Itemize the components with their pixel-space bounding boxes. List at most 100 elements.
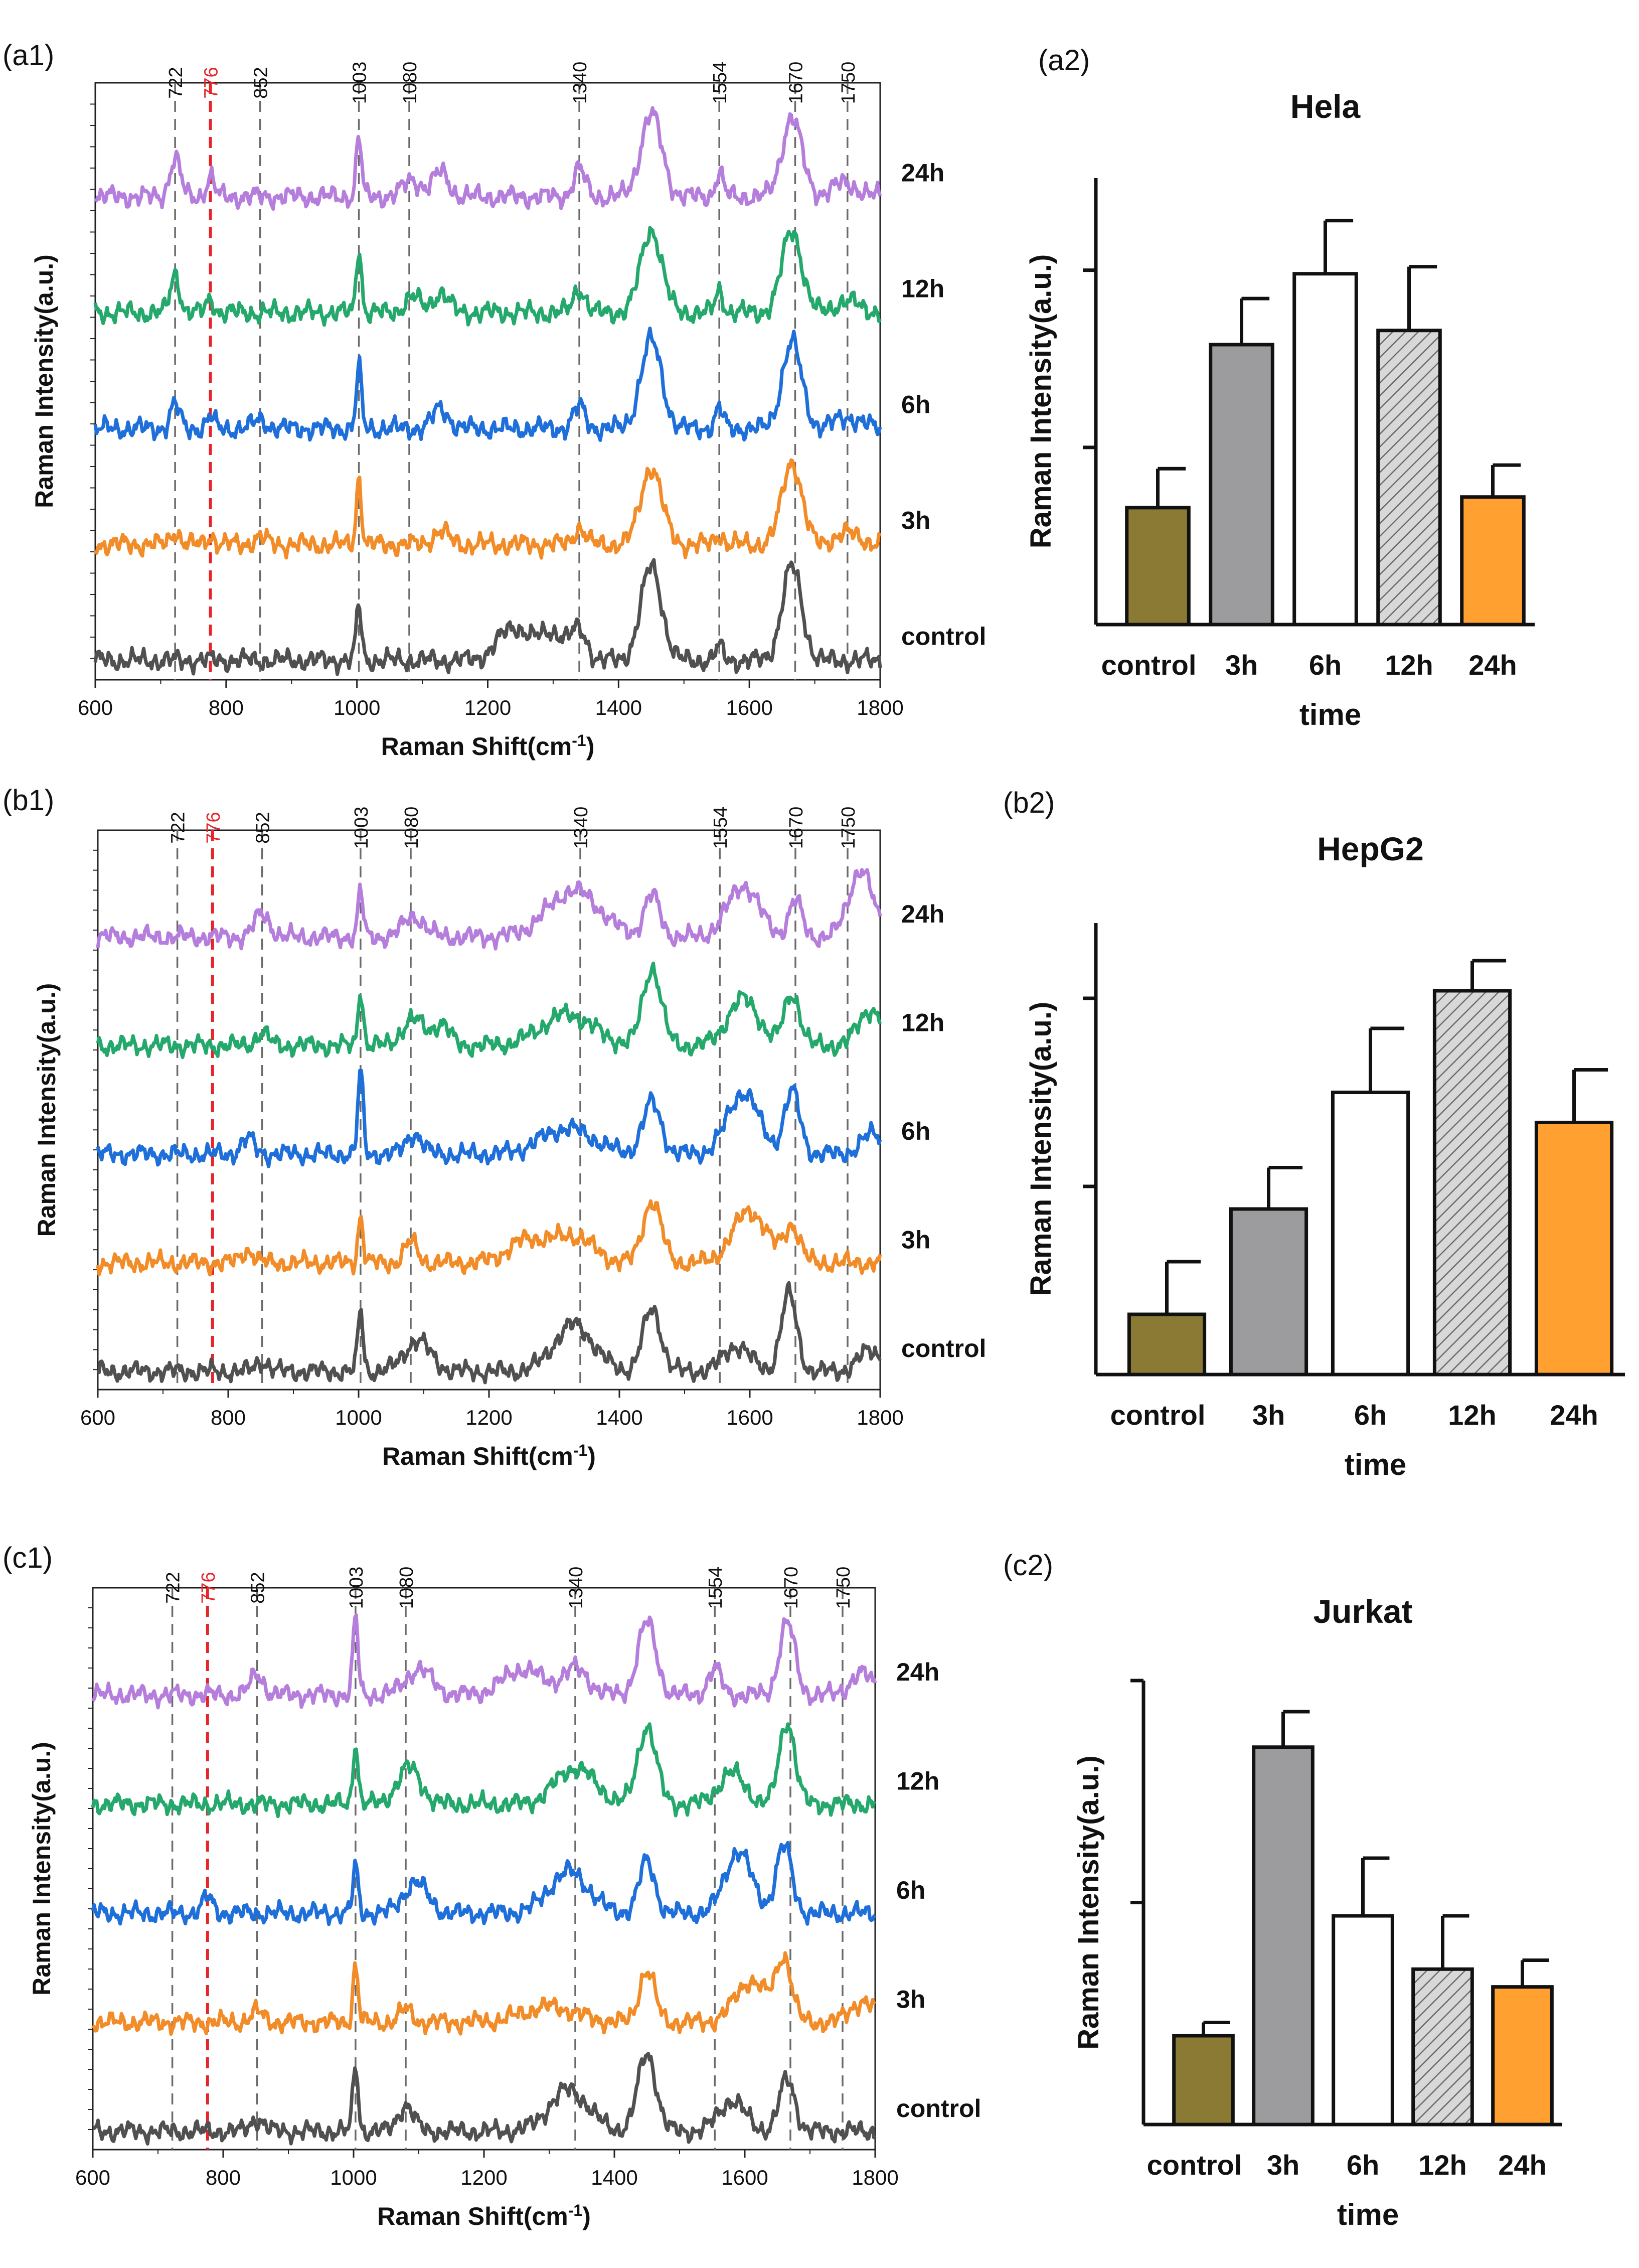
- x-tick-label: 1400: [591, 2166, 637, 2189]
- x-tick-label: 1800: [857, 1406, 903, 1429]
- category-label-6h: 6h: [1354, 1399, 1387, 1431]
- category-label-6h: 6h: [1309, 649, 1342, 681]
- spectrum-24h: [91, 1613, 877, 1710]
- x-tick-label: 1200: [464, 696, 511, 719]
- marker-label-1554: 1554: [710, 807, 731, 849]
- x-tick-label: 1600: [726, 696, 772, 719]
- x-tick-label: 1800: [852, 2166, 898, 2189]
- bar-panel-c2: (c2) Jurkat Raman Intensity(a.u.) control 3h…: [1003, 1549, 1562, 2231]
- x-axis-label-main: Raman Shift(cm: [377, 2202, 568, 2230]
- bar-12h: [1411, 1967, 1474, 2127]
- x-axis-label-sup: -1: [572, 731, 586, 749]
- marker-label-1670: 1670: [785, 62, 806, 104]
- y-axis-label: Raman Intensity(a.u.): [1025, 1002, 1057, 1296]
- x-tick-label: 600: [75, 2166, 110, 2189]
- spectrum-12h: [96, 961, 882, 1060]
- marker-label-1003: 1003: [350, 62, 371, 104]
- marker-label-722: 722: [163, 1572, 184, 1603]
- x-axis-label-tail: ): [582, 2202, 591, 2230]
- category-label-12h: 12h: [1448, 1399, 1497, 1431]
- x-tick-label: 1600: [721, 2166, 768, 2189]
- marker-label-1003: 1003: [346, 1567, 367, 1609]
- x-axis-label: Raman Shift(cm-1): [377, 2201, 591, 2230]
- series-label-12h: 12h: [901, 1009, 944, 1037]
- x-tick-label: 1400: [596, 1406, 642, 1429]
- x-axis-label: Raman Shift(cm-1): [382, 1441, 596, 1470]
- bar-panel-b2: (b2) HepG2 Raman Intensity(a.u.) control 3h 6…: [1003, 787, 1625, 1481]
- marker-label-1340: 1340: [566, 1567, 587, 1609]
- x-tick-label: 1200: [460, 2166, 507, 2189]
- category-label-3h: 3h: [1225, 649, 1258, 681]
- x-tick-label: 1400: [595, 696, 642, 719]
- spectrum-3h: [93, 458, 882, 560]
- category-label-control: control: [1110, 1399, 1206, 1431]
- spectrum-6h: [96, 1069, 882, 1168]
- marker-label-776: 776: [198, 1572, 219, 1603]
- spectrum-control: [93, 558, 882, 676]
- category-label-24h: 24h: [1550, 1399, 1598, 1431]
- category-label-24h: 24h: [1468, 649, 1517, 681]
- x-tick-label: 600: [80, 1406, 115, 1429]
- marker-label-776: 776: [201, 67, 222, 98]
- chart-title-c2: Jurkat: [1313, 1593, 1412, 1630]
- series-label-6h: 6h: [896, 1876, 925, 1904]
- bar-24h: [1491, 1985, 1554, 2127]
- panel-label-b1: (b1): [3, 784, 54, 817]
- x-axis-label-tail: ): [586, 732, 595, 761]
- marker-label-852: 852: [251, 67, 272, 98]
- series-label-24h: 24h: [901, 900, 944, 928]
- y-axis-label: Raman Intensity(a.u.): [33, 983, 61, 1237]
- panel-label-c2: (c2): [1003, 1549, 1053, 1582]
- spectra-panel-a1: (a1) 600 800 1000 1200 1400 1600 1800 Raman Shif…: [3, 39, 986, 761]
- category-label-12h: 12h: [1385, 649, 1433, 681]
- spectrum-3h: [91, 1951, 876, 2036]
- x-tick-label: 1000: [335, 1406, 382, 1429]
- x-axis-label-sup: -1: [573, 1441, 587, 1459]
- marker-label-1554: 1554: [710, 62, 731, 104]
- marker-label-722: 722: [166, 67, 187, 98]
- panel-label-a1: (a1): [3, 39, 54, 72]
- x-tick-label: 1800: [857, 696, 903, 719]
- panel-label-c1: (c1): [3, 1542, 53, 1574]
- x-axis-label-main: Raman Shift(cm: [382, 1442, 573, 1470]
- series-label-24h: 24h: [901, 159, 944, 187]
- series-label-12h: 12h: [896, 1767, 939, 1795]
- bar-3h: [1229, 1207, 1308, 1377]
- bar-12h: [1376, 329, 1442, 627]
- spectrum-control: [96, 1281, 882, 1385]
- panel-label-b2: (b2): [1003, 787, 1055, 819]
- spectrum-24h: [96, 868, 882, 951]
- marker-label-1750: 1750: [838, 807, 859, 849]
- bar-control: [1172, 2034, 1235, 2127]
- marker-label-1340: 1340: [570, 62, 591, 104]
- bar-panel-a2: (a2) Hela Raman Intensity(a.u.) control 3h 6h…: [1025, 44, 1535, 731]
- category-label-3h: 3h: [1267, 2149, 1299, 2181]
- series-label-24h: 24h: [896, 1658, 939, 1686]
- series-label-control: control: [901, 1334, 986, 1363]
- marker-label-1750: 1750: [838, 62, 859, 104]
- x-axis-label: Raman Shift(cm-1): [381, 731, 595, 761]
- bar-control: [1127, 1312, 1207, 1377]
- category-label-6h: 6h: [1347, 2149, 1379, 2181]
- series-label-6h: 6h: [901, 391, 930, 419]
- spectrum-6h: [93, 326, 882, 442]
- bar-3h: [1209, 343, 1274, 627]
- series-label-3h: 3h: [901, 507, 930, 535]
- x-tick-label: 800: [209, 696, 244, 719]
- y-axis-label: Raman Intensity(a.u.): [30, 254, 58, 508]
- category-label-3h: 3h: [1252, 1399, 1285, 1431]
- bar-24h: [1534, 1121, 1614, 1377]
- series-label-3h: 3h: [901, 1226, 930, 1254]
- y-axis-label: Raman Intensity(a.u.): [28, 1742, 56, 1996]
- y-axis-label: Raman Intensity(a.u.): [1072, 1755, 1105, 2050]
- bar-3h: [1252, 1745, 1315, 2127]
- spectra-panel-c1: (c1) 600 800 1000 1200 1400 1600 1800 Raman Shif…: [3, 1542, 981, 2230]
- x-tick-label: 1000: [334, 696, 380, 719]
- marker-label-776: 776: [203, 812, 224, 843]
- bar-control: [1125, 506, 1191, 627]
- x-tick-label: 1600: [726, 1406, 773, 1429]
- category-label-24h: 24h: [1498, 2149, 1547, 2181]
- bar-24h: [1460, 495, 1526, 627]
- x-tick-label: 800: [206, 2166, 241, 2189]
- spectrum-3h: [96, 1199, 882, 1277]
